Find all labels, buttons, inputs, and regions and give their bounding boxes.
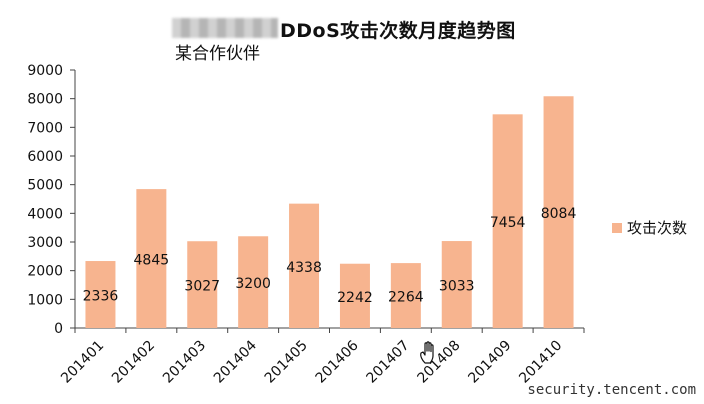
bar [85, 261, 116, 328]
x-tick-label: 201401 [58, 338, 107, 387]
y-tick-label: 6000 [27, 149, 63, 165]
x-tick-label: 201405 [262, 338, 311, 387]
data-label: 8084 [541, 206, 577, 222]
bar [492, 114, 523, 328]
x-tick-label: 201403 [160, 338, 209, 387]
redacted-title-prefix [172, 18, 278, 38]
x-tick-label: 201404 [211, 337, 260, 386]
chart-title: DDoS攻击次数月度趋势图 [280, 20, 516, 42]
y-tick-label: 7000 [27, 120, 63, 136]
y-tick-label: 4000 [27, 206, 63, 222]
data-label: 2336 [83, 289, 119, 305]
x-tick-label: 201410 [516, 338, 565, 387]
data-label: 2264 [388, 290, 424, 306]
y-tick-label: 1000 [27, 292, 63, 308]
bar [339, 263, 370, 328]
x-tick-label: 201402 [109, 338, 158, 387]
bar [136, 189, 167, 328]
legend-label: 攻击次数 [627, 219, 687, 237]
data-label: 4845 [134, 253, 170, 269]
data-label: 7454 [490, 215, 526, 231]
y-tick-label: 0 [54, 321, 63, 337]
legend-swatch [612, 223, 622, 233]
y-tick-label: 8000 [27, 92, 63, 108]
x-tick-label: 201406 [313, 337, 362, 386]
watermark-text: security.tencent.com [527, 382, 696, 398]
bar [187, 241, 218, 328]
hand-pointer-icon [420, 341, 434, 364]
data-label: 3033 [439, 279, 475, 295]
x-tick-label: 201407 [364, 338, 413, 387]
x-tick-label: 201409 [465, 338, 514, 387]
y-tick-label: 9000 [27, 63, 63, 79]
data-label: 3200 [235, 276, 271, 292]
bar [543, 96, 574, 328]
y-tick-label: 2000 [27, 264, 63, 280]
y-tick-label: 3000 [27, 235, 63, 251]
y-tick-label: 5000 [27, 178, 63, 194]
chart-subtitle: 某合作伙伴 [175, 44, 260, 64]
bar [441, 241, 472, 328]
data-label: 3027 [184, 279, 220, 295]
bar [238, 236, 269, 328]
data-label: 4338 [286, 260, 322, 276]
data-label: 2242 [337, 290, 373, 306]
bar [390, 263, 421, 328]
bar [289, 203, 320, 328]
